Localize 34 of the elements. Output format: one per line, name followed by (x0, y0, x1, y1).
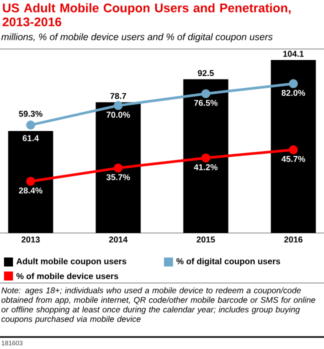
data-label: 70.0% (106, 112, 130, 118)
legend-label: % of mobile device users (16, 272, 118, 280)
point (288, 145, 298, 154)
bar (8, 130, 54, 233)
point (26, 176, 36, 186)
bar (270, 60, 316, 233)
data-label: 45.7% (281, 156, 306, 162)
x-tick-label: 2014 (109, 236, 128, 243)
data-label: 78.7 (110, 93, 126, 100)
chart-subtitle: millions, % of mobile device users and % of digital coupon users (1, 33, 273, 42)
point (26, 120, 36, 130)
data-label: 61.4 (22, 135, 39, 142)
data-label: 35.7% (106, 174, 130, 180)
point (114, 163, 123, 172)
x-tick-label: 2015 (196, 236, 215, 243)
bar (96, 102, 141, 233)
x-tick-label: 2016 (284, 236, 302, 243)
data-label: 76.5% (194, 100, 218, 106)
point (114, 101, 123, 110)
point (288, 79, 298, 88)
data-label: 28.4% (18, 187, 42, 194)
legend-label: % of digital coupon users (176, 258, 280, 266)
data-label: 59.3% (18, 110, 42, 117)
data-label: 92.5 (198, 70, 214, 76)
text: Note: ages 18+; individuals who used a mobile device to redeem a coupon/code obtained from app, mobile internet, QR code/other mobile barcode or SMS for online or offline shopping at least once during the calendar year; includes group buying coupons purchased via mobile device (1, 287, 316, 324)
chart-title: US Adult Mobile Coupon Users and Penetration, 2013-2016 (2, 3, 291, 26)
x-tick-label: 2013 (22, 236, 40, 243)
data-label: 104.1 (283, 50, 304, 57)
point (201, 89, 210, 98)
legend-label: Adult mobile coupon users (16, 258, 126, 266)
point (201, 153, 210, 162)
bar (183, 79, 228, 233)
data-label: 82.0% (282, 90, 306, 96)
data-label: 41.2% (194, 164, 218, 170)
